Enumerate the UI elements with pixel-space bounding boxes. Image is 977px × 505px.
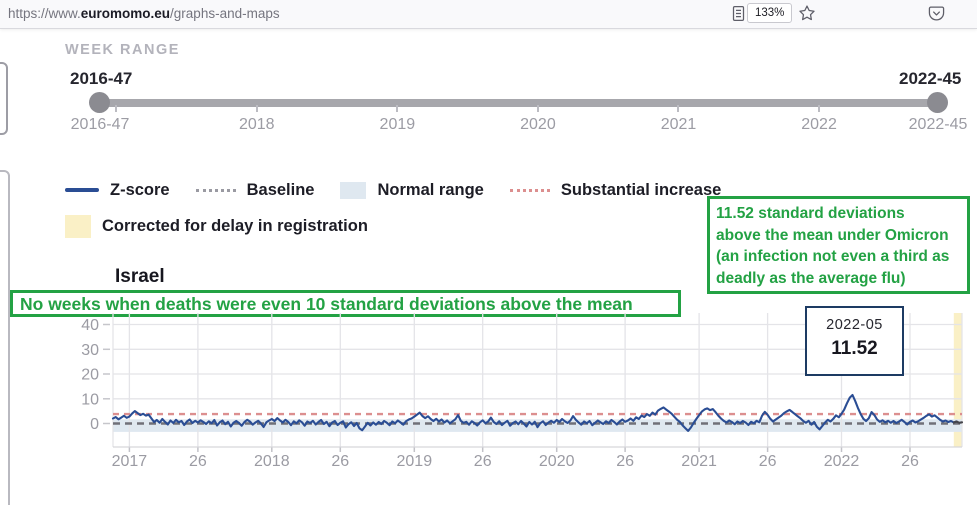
week-range-start-handle[interactable] bbox=[89, 92, 110, 113]
week-range-end-value: 2022-45 bbox=[899, 69, 962, 88]
tooltip-week: 2022-05 bbox=[826, 317, 883, 333]
annotation-omicron-note: 11.52 standard deviations above the mean … bbox=[707, 196, 970, 294]
week-range-slider-track[interactable] bbox=[97, 99, 941, 107]
legend-item: Z-score bbox=[65, 181, 170, 200]
legend-item: Substantial increase bbox=[509, 180, 722, 200]
annotation-line: 11.52 standard deviations bbox=[716, 205, 905, 222]
week-range-end-handle[interactable] bbox=[927, 92, 948, 113]
y-axis-label: 40 bbox=[81, 317, 99, 334]
x-axis-label: 2019 bbox=[397, 453, 433, 470]
url-domain: euromomo.eu bbox=[80, 6, 171, 21]
y-axis-label: 0 bbox=[90, 416, 99, 433]
tooltip-value: 11.52 bbox=[831, 338, 878, 359]
legend-item: Normal range bbox=[340, 180, 484, 200]
week-range-axis-label: 2022 bbox=[801, 116, 837, 133]
x-axis-label: 26 bbox=[759, 453, 777, 470]
week-range-tick bbox=[818, 105, 821, 112]
cutoff-card-top bbox=[0, 62, 8, 135]
chart-legend-row-1: Z-score Baseline Normal range Substantial i… bbox=[65, 179, 747, 201]
week-range-tick bbox=[396, 105, 399, 112]
legend-item: Corrected for delay in registration bbox=[65, 214, 368, 238]
week-range-axis-label: 2020 bbox=[520, 116, 556, 133]
annotation-line: deadly as the average flu) bbox=[716, 269, 906, 287]
cutoff-card-main bbox=[0, 170, 10, 505]
annotation-line: above the mean under Omicron bbox=[716, 226, 949, 244]
x-axis-label: 2022 bbox=[824, 453, 860, 470]
x-axis-label: 26 bbox=[331, 453, 349, 470]
zoom-level-badge[interactable]: 133% bbox=[747, 3, 793, 23]
x-axis-label: 26 bbox=[901, 453, 919, 470]
chart-tooltip: 2022-05 11.52 bbox=[805, 306, 904, 376]
y-axis-label: 10 bbox=[81, 391, 99, 408]
legend-swatch-dotted bbox=[509, 188, 550, 192]
legend-item: Baseline bbox=[195, 180, 315, 200]
url-path: /graphs-and-maps bbox=[170, 6, 280, 21]
zscore-line bbox=[111, 393, 958, 432]
x-axis-label: 2021 bbox=[681, 453, 717, 470]
legend-item-label: Normal range bbox=[377, 180, 484, 199]
reader-view-icon[interactable] bbox=[731, 5, 746, 27]
pocket-icon[interactable] bbox=[928, 5, 945, 27]
legend-item-label: Substantial increase bbox=[560, 180, 722, 199]
delay-corrected-band bbox=[953, 313, 962, 447]
x-axis-label: 2017 bbox=[112, 453, 148, 470]
annotation-mean-note: No weeks when deaths were even 10 standa… bbox=[10, 290, 681, 317]
week-range-label: WEEK RANGE bbox=[65, 42, 180, 58]
x-axis-label: 26 bbox=[616, 453, 634, 470]
x-axis-label: 2018 bbox=[254, 453, 290, 470]
y-axis-label: 30 bbox=[81, 342, 99, 359]
url-text[interactable]: https://www.euromomo.eu/graphs-and-maps bbox=[8, 6, 280, 21]
x-axis-label: 26 bbox=[189, 453, 207, 470]
browser-address-bar[interactable]: https://www.euromomo.eu/graphs-and-maps … bbox=[0, 0, 977, 29]
week-range-tick bbox=[115, 105, 118, 112]
url-prefix: https://www. bbox=[8, 6, 81, 21]
week-range-axis-label: 2022-45 bbox=[908, 116, 968, 133]
chart-title: Israel bbox=[115, 266, 165, 287]
week-range-tick bbox=[536, 105, 539, 112]
annotation-line: (an infection not even a third as bbox=[716, 248, 950, 265]
week-range-tick bbox=[677, 105, 680, 112]
legend-item-label: Z-score bbox=[110, 180, 170, 199]
week-range-axis-label: 2016-47 bbox=[70, 116, 130, 133]
x-axis-label: 26 bbox=[474, 453, 492, 470]
zscore-line-corrected-tail bbox=[952, 420, 964, 424]
legend-item-label: Corrected for delay in registration bbox=[102, 216, 368, 235]
week-range-tick bbox=[255, 105, 258, 112]
legend-item-label: Baseline bbox=[246, 180, 315, 199]
bookmark-star-icon[interactable] bbox=[798, 4, 816, 27]
legend-swatch-box bbox=[65, 214, 91, 238]
x-axis-label: 2020 bbox=[539, 453, 575, 470]
legend-swatch-dotted bbox=[195, 188, 236, 192]
chart-legend-row-2: Corrected for delay in registration bbox=[65, 213, 394, 239]
week-range-axis-label: 2018 bbox=[238, 116, 275, 133]
week-range-axis-label: 2019 bbox=[379, 116, 416, 133]
y-axis-label: 20 bbox=[81, 367, 99, 384]
week-range-axis-label: 2021 bbox=[660, 116, 697, 133]
week-range-start-value: 2016-47 bbox=[70, 69, 133, 88]
legend-swatch-box bbox=[340, 181, 367, 199]
legend-swatch-line bbox=[65, 188, 99, 192]
